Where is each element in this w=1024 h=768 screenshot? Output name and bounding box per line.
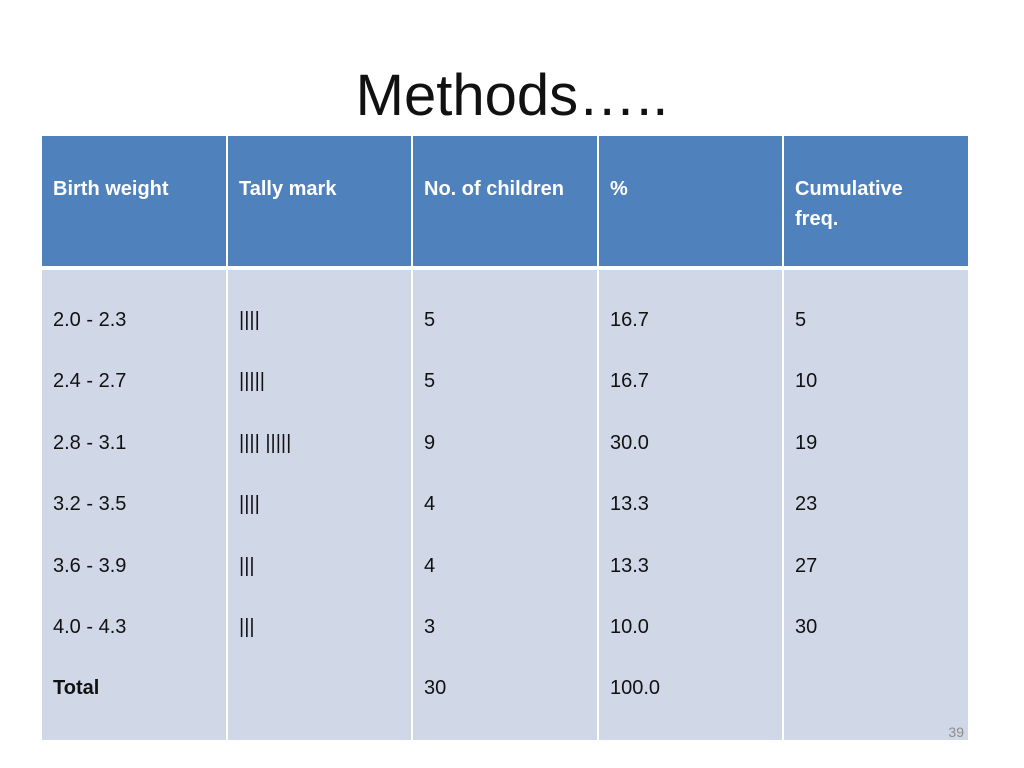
- table-cell: |||: [239, 554, 255, 577]
- column-tally-mark: |||| ||||| |||| ||||| |||| ||| |||: [228, 270, 411, 740]
- table-cell: 4.0 - 4.3: [53, 615, 127, 638]
- table-cell: 16.7: [610, 309, 649, 331]
- frequency-table: Birth weight Tally mark No. of children …: [42, 136, 968, 742]
- table-cell: ||||: [239, 493, 260, 516]
- table-cell: 13.3: [610, 554, 649, 577]
- header-birth-weight: Birth weight: [42, 136, 226, 266]
- table-cell: 9: [424, 431, 436, 454]
- column-no-of-children: 5 5 9 4 4 3 30: [413, 270, 597, 740]
- table-cell: 10.0: [610, 615, 649, 638]
- table-cell: 2.0 - 2.3: [53, 309, 127, 331]
- table-cell: 13.3: [610, 493, 649, 516]
- table-cell: 27: [795, 554, 818, 577]
- table-cell: 19: [795, 431, 818, 454]
- page-number: 39: [948, 724, 964, 740]
- table-cell: 30: [795, 615, 818, 638]
- table-cell: 23: [795, 493, 818, 516]
- header-percent: %: [599, 136, 782, 266]
- table-cell: 10: [795, 370, 818, 393]
- table-cell: 5: [795, 309, 807, 331]
- table-cell: 4: [424, 493, 436, 516]
- total-percent: 100.0: [610, 677, 661, 700]
- table-cell: |||: [239, 615, 255, 638]
- table-cell: 16.7: [610, 370, 649, 393]
- column-percent: 16.7 16.7 30.0 13.3 13.3 10.0 100.0: [599, 270, 782, 740]
- table-cell: 3.6 - 3.9: [53, 554, 127, 577]
- table-cell: 4: [424, 554, 436, 577]
- table-cell: ||||: [239, 309, 260, 331]
- table-cell: |||||: [239, 370, 265, 393]
- total-label: Total: [53, 677, 100, 700]
- header-cumulative-freq: Cumulative freq.: [784, 136, 968, 266]
- slide-title: Methods…..: [355, 63, 669, 128]
- table-cell: 3: [424, 615, 436, 638]
- table-cell: 5: [424, 370, 436, 393]
- table-cell: 3.2 - 3.5: [53, 493, 127, 516]
- header-tally-mark: Tally mark: [228, 136, 411, 266]
- total-children: 30: [424, 677, 447, 700]
- header-no-of-children: No. of children: [413, 136, 597, 266]
- column-birth-weight: 2.0 - 2.3 2.4 - 2.7 2.8 - 3.1 3.2 - 3.5 …: [42, 270, 226, 740]
- table-cell: |||| |||||: [239, 431, 292, 454]
- table-cell: 5: [424, 309, 436, 331]
- table-cell: 2.4 - 2.7: [53, 370, 127, 393]
- column-cumulative-freq: 5 10 19 23 27 30: [784, 270, 968, 740]
- table-cell: 30.0: [610, 431, 649, 454]
- table-cell: 2.8 - 3.1: [53, 431, 127, 454]
